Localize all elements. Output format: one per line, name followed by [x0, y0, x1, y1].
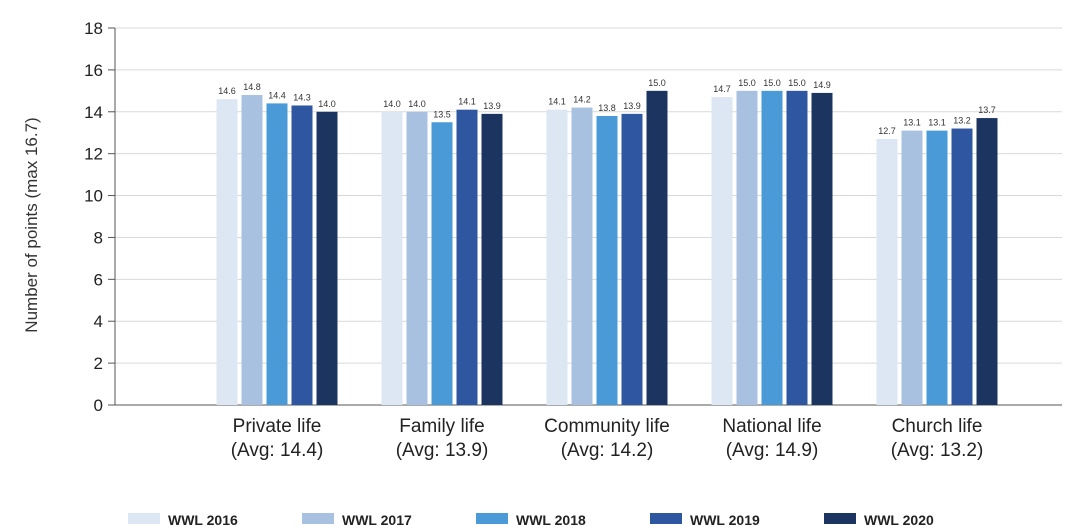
data-label: 14.7 [713, 84, 731, 94]
bar [241, 95, 263, 406]
data-label: 13.5 [433, 109, 451, 119]
legend-label: WWL 2020 [864, 512, 934, 528]
legend-label: WWL 2019 [690, 512, 760, 528]
data-label: 14.1 [548, 97, 566, 107]
legend-swatch [824, 513, 856, 524]
y-tick-label: 4 [94, 312, 103, 331]
data-label: 14.0 [318, 99, 336, 109]
category-label: Community life [544, 416, 670, 437]
bar [546, 109, 568, 405]
data-label: 13.2 [953, 116, 971, 126]
data-label: 12.7 [878, 126, 896, 136]
data-label: 14.6 [218, 86, 236, 96]
y-tick-label: 2 [94, 354, 103, 373]
legend-label: WWL 2018 [516, 512, 586, 528]
category-label: Family life [399, 416, 485, 437]
data-label: 14.9 [813, 80, 831, 90]
bar [926, 130, 948, 405]
data-label: 14.3 [293, 92, 311, 102]
data-label: 13.9 [623, 101, 641, 111]
bar [571, 107, 593, 405]
bar [291, 105, 313, 405]
legend: WWL 2016 WWL 2017 WWL 2018 WWL 2019 WWL 2020 [128, 512, 934, 528]
data-label: 14.8 [243, 82, 261, 92]
data-label: 13.1 [928, 118, 946, 128]
bars [216, 90, 998, 406]
y-tick-label: 18 [84, 19, 103, 38]
bar [646, 90, 668, 405]
category-label: (Avg: 14.2) [561, 440, 654, 461]
data-labels: 14.6 14.8 14.4 14.3 14.0 14.0 14.0 13.5 14.1 13.9… [218, 78, 996, 136]
data-label: 15.0 [788, 78, 806, 88]
legend-swatch [128, 513, 160, 524]
bar [621, 113, 643, 405]
legend-label: WWL 2016 [168, 512, 238, 528]
data-label: 13.8 [598, 103, 616, 113]
data-label: 14.1 [458, 97, 476, 107]
legend-swatch [476, 513, 508, 524]
category-label: (Avg: 13.9) [396, 440, 489, 461]
bar [761, 90, 783, 405]
bar [481, 113, 503, 405]
category-label: Church life [892, 416, 983, 437]
legend-swatch [302, 513, 334, 524]
data-label: 13.9 [483, 101, 501, 111]
y-tick-label: 10 [84, 187, 103, 206]
bar [431, 122, 453, 405]
bar [811, 92, 833, 405]
bar [976, 118, 998, 406]
y-tick-label: 6 [94, 270, 103, 289]
data-label: 15.0 [648, 78, 666, 88]
data-label: 15.0 [738, 78, 756, 88]
data-label: 15.0 [763, 78, 781, 88]
category-label: (Avg: 14.9) [726, 440, 819, 461]
bar [711, 97, 733, 405]
legend-swatch [650, 513, 682, 524]
data-label: 14.0 [408, 99, 426, 109]
y-axis-label: Number of points (max 16.7) [22, 117, 41, 332]
data-label: 14.2 [573, 95, 591, 105]
bar [456, 109, 478, 405]
bar [596, 115, 618, 405]
data-label: 14.4 [268, 90, 286, 100]
category-label: (Avg: 13.2) [891, 440, 984, 461]
bar [216, 99, 238, 405]
bar [876, 139, 898, 405]
bar [381, 111, 403, 406]
y-tick-label: 8 [94, 228, 103, 247]
bar [316, 111, 338, 406]
bar [786, 90, 808, 405]
y-tick-label: 12 [84, 145, 103, 164]
bar [901, 130, 923, 405]
bar [736, 90, 758, 405]
y-tick-label: 0 [94, 396, 103, 415]
legend-label: WWL 2017 [342, 512, 412, 528]
data-label: 13.7 [978, 105, 996, 115]
data-label: 13.1 [903, 118, 921, 128]
y-tick-label: 16 [84, 61, 103, 80]
category-label: Private life [233, 416, 322, 437]
bar [951, 128, 973, 406]
bar [266, 103, 288, 406]
category-label: National life [722, 416, 821, 437]
y-tick-label: 14 [84, 103, 103, 122]
bar [406, 111, 428, 406]
category-label: (Avg: 14.4) [231, 440, 324, 461]
data-label: 14.0 [383, 99, 401, 109]
category-labels: Private life (Avg: 14.4) Family life (Avg: … [231, 416, 984, 461]
